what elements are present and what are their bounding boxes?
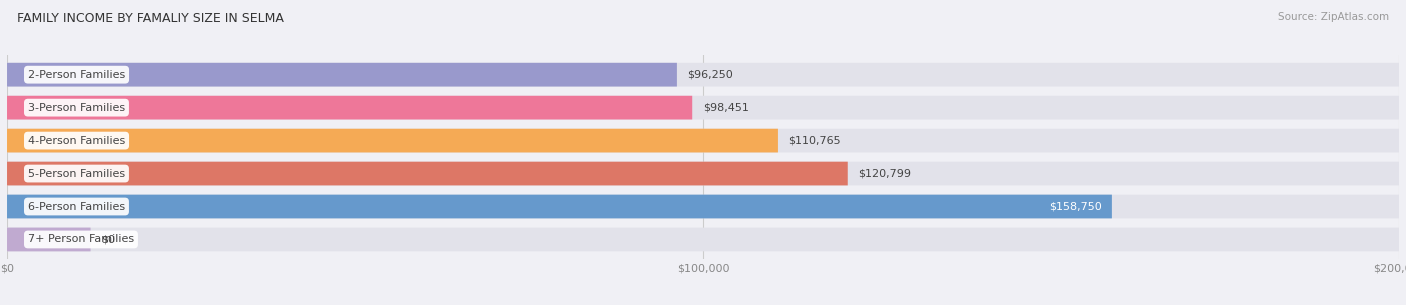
Text: $0: $0 [101,235,115,245]
Text: $120,799: $120,799 [858,169,911,178]
FancyBboxPatch shape [7,96,1399,120]
FancyBboxPatch shape [7,96,692,120]
Text: 2-Person Families: 2-Person Families [28,70,125,80]
Text: $96,250: $96,250 [688,70,733,80]
FancyBboxPatch shape [7,228,90,251]
Text: Source: ZipAtlas.com: Source: ZipAtlas.com [1278,12,1389,22]
Text: $98,451: $98,451 [703,103,748,113]
Text: 4-Person Families: 4-Person Families [28,136,125,145]
Text: FAMILY INCOME BY FAMALIY SIZE IN SELMA: FAMILY INCOME BY FAMALIY SIZE IN SELMA [17,12,284,25]
FancyBboxPatch shape [7,63,676,87]
Text: $110,765: $110,765 [789,136,841,145]
FancyBboxPatch shape [7,63,1399,87]
Text: 7+ Person Families: 7+ Person Families [28,235,134,245]
FancyBboxPatch shape [7,195,1399,218]
FancyBboxPatch shape [7,195,1112,218]
FancyBboxPatch shape [7,228,1399,251]
Text: 5-Person Families: 5-Person Families [28,169,125,178]
Text: 3-Person Families: 3-Person Families [28,103,125,113]
FancyBboxPatch shape [7,162,1399,185]
Text: 6-Person Families: 6-Person Families [28,202,125,211]
FancyBboxPatch shape [7,129,778,152]
FancyBboxPatch shape [7,129,1399,152]
FancyBboxPatch shape [7,162,848,185]
Text: $158,750: $158,750 [1049,202,1101,211]
